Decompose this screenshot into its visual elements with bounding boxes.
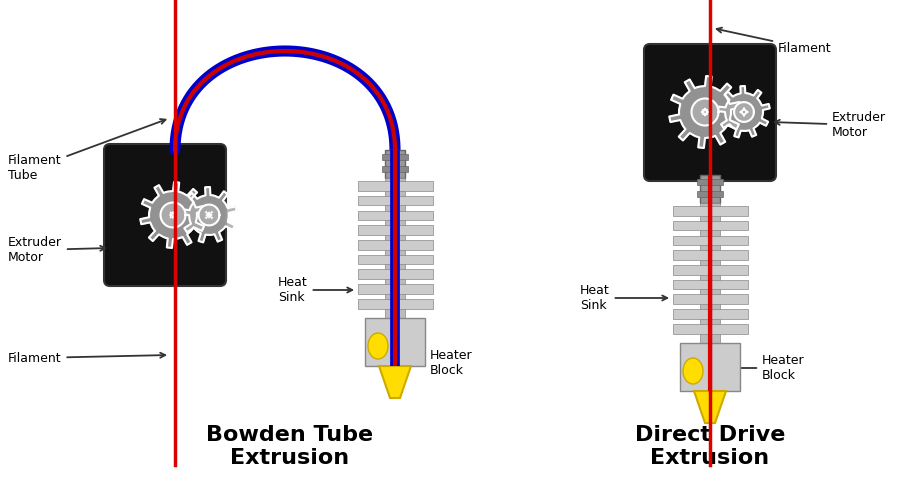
Polygon shape <box>181 187 237 242</box>
Bar <box>700 203 720 343</box>
FancyBboxPatch shape <box>644 44 776 181</box>
Text: Heat
Sink: Heat Sink <box>580 284 668 312</box>
Bar <box>673 309 748 319</box>
Circle shape <box>686 364 696 374</box>
Bar <box>358 299 433 308</box>
Bar <box>385 178 405 318</box>
Bar <box>382 154 408 160</box>
FancyBboxPatch shape <box>104 144 226 286</box>
Text: Filament: Filament <box>8 351 165 364</box>
Bar <box>673 235 748 245</box>
Polygon shape <box>735 102 754 122</box>
Bar <box>673 280 748 289</box>
Polygon shape <box>669 76 741 148</box>
Text: Extruder
Motor: Extruder Motor <box>775 111 886 139</box>
Ellipse shape <box>683 358 703 384</box>
Bar <box>680 343 740 391</box>
Circle shape <box>371 339 381 349</box>
Text: Extruder
Motor: Extruder Motor <box>8 236 105 264</box>
Bar <box>673 294 748 304</box>
Polygon shape <box>140 182 205 248</box>
Polygon shape <box>694 391 726 423</box>
Bar <box>358 196 433 205</box>
Bar <box>358 211 433 220</box>
Text: Filament
Tube: Filament Tube <box>8 119 165 182</box>
Bar <box>700 175 720 203</box>
Bar <box>365 318 425 366</box>
Text: Heater
Block: Heater Block <box>410 349 472 377</box>
Bar <box>358 181 433 191</box>
Bar <box>358 240 433 249</box>
Bar <box>697 179 723 185</box>
Bar <box>358 284 433 294</box>
Bar <box>358 225 433 235</box>
Polygon shape <box>160 203 185 227</box>
Text: Heat
Sink: Heat Sink <box>278 276 352 304</box>
Text: Direct Drive
Extrusion: Direct Drive Extrusion <box>635 425 785 468</box>
Ellipse shape <box>368 333 388 359</box>
Bar <box>673 206 748 216</box>
Bar <box>673 221 748 230</box>
Text: Bowden Tube
Extrusion: Bowden Tube Extrusion <box>206 425 373 468</box>
Text: Filament: Filament <box>717 28 832 54</box>
Bar <box>673 324 748 334</box>
Bar <box>358 255 433 264</box>
Polygon shape <box>718 86 769 138</box>
Polygon shape <box>199 205 219 225</box>
Bar <box>673 250 748 260</box>
Bar <box>358 270 433 279</box>
Bar <box>382 166 408 172</box>
Bar <box>697 191 723 197</box>
Polygon shape <box>379 366 411 398</box>
Bar <box>673 265 748 275</box>
Bar <box>385 150 405 178</box>
Text: Heater
Block: Heater Block <box>724 354 804 382</box>
Polygon shape <box>691 98 719 125</box>
